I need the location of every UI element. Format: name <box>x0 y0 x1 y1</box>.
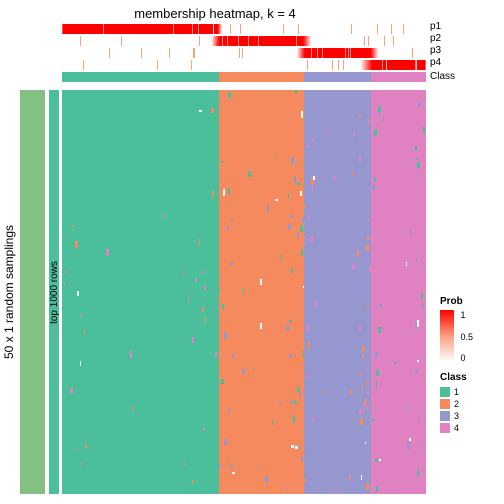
p-row-labels: p1p2p3p4 <box>430 22 441 70</box>
class-row-segment <box>371 72 426 82</box>
class-row-segment <box>62 72 219 82</box>
legend-class-label: 4 <box>454 423 459 433</box>
legend-prob-tick: 1 <box>460 310 465 320</box>
p-row <box>62 36 426 46</box>
p-row-noise <box>62 24 426 34</box>
p-row-noise <box>62 60 426 70</box>
p-row <box>62 48 426 58</box>
legend-prob-tick: 0.5 <box>460 332 473 342</box>
legend-prob-ticks: 10.50 <box>460 310 480 362</box>
class-row-segment <box>304 72 371 82</box>
p-row <box>62 60 426 70</box>
legend-class: Class 1 2 3 4 <box>440 372 498 434</box>
heatmap-column <box>62 90 219 494</box>
class-row-label: Class <box>430 71 455 82</box>
heatmap-column-noise <box>371 90 426 494</box>
legend-prob-title: Prob <box>440 296 498 307</box>
legend-class-label: 2 <box>454 399 459 409</box>
left-strip-samplings-text: 50 x 1 random samplings <box>2 225 16 359</box>
legend-class-item: 1 <box>440 386 498 398</box>
heatmap-column-noise <box>62 90 219 494</box>
left-strip-samplings <box>20 90 45 494</box>
legend-prob-tick: 0 <box>460 353 465 363</box>
heatmap-column <box>219 90 305 494</box>
legend-class-swatch <box>440 423 450 433</box>
left-strip-samplings-label: 50 x 1 random samplings <box>0 90 18 494</box>
legend-prob-gradient <box>440 310 454 362</box>
legend-class-swatch <box>440 399 450 409</box>
p-rows <box>62 24 426 70</box>
legend-class-swatch <box>440 387 450 397</box>
main-heatmap <box>62 90 426 494</box>
canvas: membership heatmap, k = 4 50 x 1 random … <box>0 0 504 504</box>
chart-title: membership heatmap, k = 4 <box>0 6 430 21</box>
heatmap-column <box>371 90 426 494</box>
left-strip-rows <box>49 90 59 494</box>
legend-class-item: 4 <box>440 422 498 434</box>
legend-class-label: 1 <box>454 387 459 397</box>
legend-class-items: 1 2 3 4 <box>440 386 498 434</box>
p-row-label: p4 <box>430 58 441 70</box>
heatmap-column-noise <box>304 90 371 494</box>
p-row-noise <box>62 36 426 46</box>
legend-class-swatch <box>440 411 450 421</box>
legend-class-title: Class <box>440 372 498 383</box>
class-row-segment <box>219 72 305 82</box>
p-row-noise <box>62 48 426 58</box>
legend-class-item: 2 <box>440 398 498 410</box>
legend-class-item: 3 <box>440 410 498 422</box>
heatmap-column-noise <box>219 90 305 494</box>
legend-class-label: 3 <box>454 411 459 421</box>
class-row <box>62 72 426 82</box>
legend-prob: Prob 10.50 <box>440 296 498 362</box>
p-row <box>62 24 426 34</box>
heatmap-column <box>304 90 371 494</box>
